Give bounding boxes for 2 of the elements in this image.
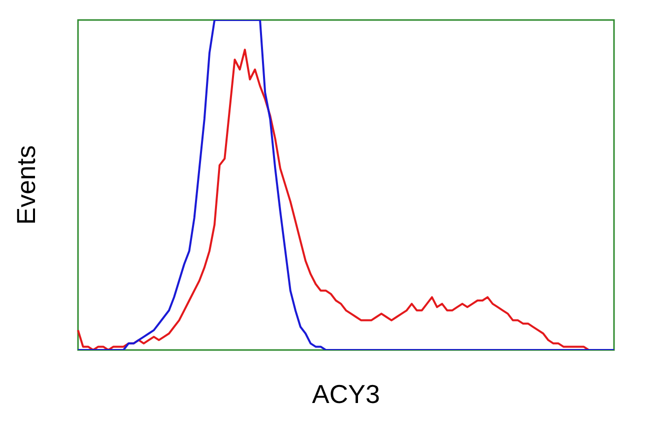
- x-axis-title: ACY3: [312, 379, 380, 410]
- y-axis-title: Events: [11, 145, 42, 225]
